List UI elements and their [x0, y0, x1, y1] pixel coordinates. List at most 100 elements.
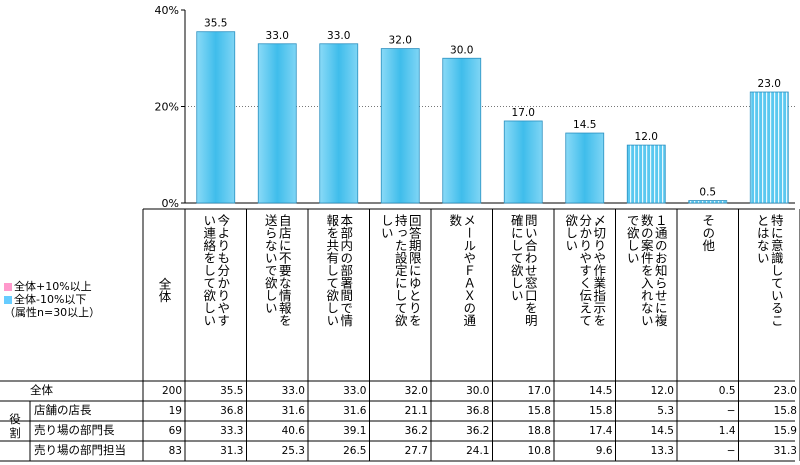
bar-value-label: 32.0	[389, 35, 412, 47]
table-cell: 30.0	[466, 385, 489, 397]
table-cell: 25.3	[282, 445, 305, 457]
bar-value-label: 33.0	[266, 30, 289, 42]
table-cell: 36.8	[220, 405, 243, 417]
table-cell: 14.5	[589, 385, 612, 397]
bar	[380, 48, 420, 204]
n-cell: 19	[169, 405, 182, 417]
column-header-text: 本部内の部署間で情	[338, 214, 353, 327]
y-tick-label: 40%	[155, 4, 179, 17]
n-cell: 200	[162, 385, 182, 397]
bar	[749, 91, 789, 204]
bar	[688, 200, 728, 204]
column-header-text: 自店に不要な情報を	[277, 214, 292, 327]
table-cell: 17.0	[528, 385, 551, 397]
column-header-text: 欲しい	[563, 213, 578, 252]
column-header-text: とはない	[755, 214, 770, 264]
row-label: 売り場の部門長	[34, 423, 115, 437]
table-cell: 5.3	[657, 405, 674, 417]
table-cell: 33.0	[282, 385, 305, 397]
table-cell: 23.0	[774, 385, 797, 397]
legend-plus-label: 全体+10%以上	[14, 280, 92, 293]
y-tick-label: 20%	[155, 101, 179, 114]
table-cell: 14.5	[651, 425, 674, 437]
n-cell: 83	[169, 445, 182, 457]
bar-value-label: 30.0	[450, 44, 473, 56]
pink-swatch-icon	[4, 283, 12, 291]
bar	[257, 43, 297, 204]
table-cell: 26.5	[343, 445, 366, 457]
table-cell: 12.0	[651, 385, 674, 397]
y-tick-label: 0%	[162, 197, 179, 210]
column-header-text: その他	[700, 214, 715, 252]
table-cell: −	[727, 405, 736, 417]
table-cell: 0.5	[719, 385, 736, 397]
column-header-text: で欲しい	[625, 214, 640, 264]
row-label: 店舗の店長	[34, 403, 92, 417]
table-cell: 39.1	[343, 425, 366, 437]
table-cell: 31.6	[282, 405, 306, 417]
column-header-text: 報を共有して欲しい	[324, 214, 339, 327]
column-header-text: 特に意識しているこ	[769, 213, 784, 327]
column-header-text: 数の案件を入れない	[639, 213, 654, 327]
bar-value-label: 12.0	[635, 131, 658, 143]
table-cell: 32.0	[405, 385, 428, 397]
n-cell: 69	[169, 425, 182, 437]
table-cell: −	[727, 445, 736, 457]
bar-value-label: 35.5	[204, 18, 227, 30]
bar	[565, 132, 605, 204]
legend-plus: 全体+10%以上	[4, 280, 100, 293]
bar-value-label: 17.0	[512, 107, 535, 119]
column-header-text: 今よりも分かりやす	[215, 213, 230, 327]
table-cell: 33.0	[343, 385, 366, 397]
bar-value-label: 14.5	[573, 119, 596, 131]
column-header-text: 〆切りや作業指示を	[591, 214, 606, 327]
table-cell: 17.4	[589, 425, 613, 437]
bar-value-label: 33.0	[327, 30, 350, 42]
table-cell: 36.8	[466, 405, 489, 417]
table-cell: 13.3	[651, 445, 674, 457]
table-cell: 36.2	[466, 425, 489, 437]
bar	[503, 120, 543, 204]
column-header-text: 数	[447, 213, 462, 227]
table-cell: 21.1	[405, 405, 428, 417]
table-cell: 31.3	[220, 445, 243, 457]
table-cell: 35.5	[220, 385, 243, 397]
n-header: 全体	[157, 277, 172, 304]
table-cell: 31.3	[774, 445, 797, 457]
bars: 35.5 33.0 33.0 32.0 30.0 17.0 14.5 12.0 0.5 23.0	[196, 18, 789, 204]
bar-value-label: 23.0	[758, 78, 781, 90]
column-header-text: 分かりやすく伝えて	[577, 214, 592, 327]
group-label: 割	[9, 426, 21, 440]
bar-value-label: 0.5	[699, 187, 716, 199]
column-header-text: 回答期限にゆとりを	[407, 214, 422, 327]
table-cell: 9.6	[596, 445, 613, 457]
legend-minus-label: 全体-10%以下	[14, 293, 87, 306]
legend-minus: 全体-10%以下	[4, 293, 100, 306]
table-cell: 18.8	[528, 425, 551, 437]
table-cell: 15.9	[774, 425, 797, 437]
table-cell: 15.8	[774, 405, 797, 417]
table-cell: 36.2	[405, 425, 428, 437]
group-label: 役	[9, 412, 21, 426]
table-cell: 24.1	[466, 445, 489, 457]
row-label: 売り場の部門担当	[34, 443, 126, 457]
bar	[442, 57, 482, 204]
table-cell: 31.6	[343, 405, 367, 417]
table-cell: 27.7	[405, 445, 428, 457]
column-header-text: い連絡をして欲しい	[201, 214, 216, 327]
column-header-text: 持った設定にして欲	[393, 213, 408, 327]
legend: 全体+10%以上 全体-10%以下 （属性n=30以上）	[4, 280, 100, 319]
column-header-text: 確にして欲しい	[509, 213, 524, 302]
table-cell: 1.4	[719, 425, 736, 437]
table-cell: 40.6	[282, 425, 306, 437]
